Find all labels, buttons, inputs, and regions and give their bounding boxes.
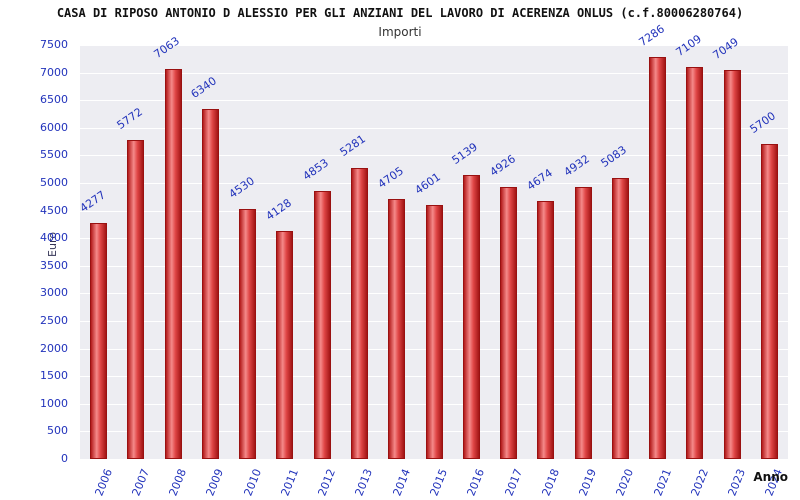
x-tick-label: 2015 [427,467,451,498]
bar-2014 [388,199,406,459]
bar-2024 [760,144,778,459]
bar-2018 [537,201,555,459]
gridline [80,127,788,129]
bar-2017 [500,187,518,459]
y-tick-label: 2000 [40,341,68,355]
x-tick-label: 2018 [539,467,562,498]
y-tick-label: 3500 [40,258,68,272]
bar-2010 [239,208,257,459]
bar-2009 [201,109,219,459]
y-tick-label: 6500 [40,93,68,107]
x-tick-label: 2020 [613,467,637,498]
y-tick-label: 1500 [40,369,68,383]
bar-2022 [686,66,704,459]
y-tick-label: 1000 [40,396,68,410]
x-tick-label: 2012 [315,467,339,498]
bar-value-label: 4674 [524,166,555,193]
x-tick-label: 2022 [688,467,711,498]
y-tick-label: 500 [47,424,68,438]
bar-value-label: 4705 [375,164,406,192]
bar-value-label: 4530 [226,174,257,201]
gridline [80,72,788,74]
bar-2013 [350,167,368,459]
bar-2007 [127,140,145,459]
x-tick-label: 2023 [725,467,749,498]
y-tick-label: 0 [61,452,68,465]
chart-title: CASA DI RIPOSO ANTONIO D ALESSIO PER GLI… [56,6,744,20]
bar-2020 [611,178,629,459]
x-axis: 2006 2007 2008 2009 2010 2011 2012 2013 2014 2015… [80,461,788,500]
x-tick-label: 2019 [576,467,600,498]
y-tick-label: 7500 [40,38,68,51]
bar-value-label: 5139 [449,140,481,168]
gridline [80,183,788,184]
bar-value-label: 7049 [710,35,742,62]
x-tick-label: 2009 [203,467,227,498]
bar-value-label: 5700 [747,109,779,137]
x-tick-label: 2007 [129,467,152,498]
y-tick-label: 2500 [40,314,68,327]
x-tick-label: 2017 [502,467,525,498]
x-tick-label: 2016 [464,467,488,498]
plot-area: 4277 5772 7063 6340 4530 4128 4853 5281 4705 4601… [77,22,788,459]
y-axis: 0 500 1000 1500 2000 2500 3000 3500 4000 4500 5000… [0,38,74,465]
y-tick-label: 4000 [40,231,68,245]
bar-value-label: 6340 [188,74,220,102]
x-axis-title: Anno [753,470,788,484]
bar-value-label: 4128 [263,196,294,224]
gridline [80,45,788,46]
y-tick-label: 7000 [40,65,68,79]
bar-2016 [462,175,480,459]
bar-2015 [425,205,443,459]
x-tick-label: 2010 [241,467,264,498]
bar-value-label: 4601 [412,170,443,198]
bar-2019 [574,186,592,459]
x-tick-label: 2021 [651,467,674,498]
bar-value-label: 4853 [300,156,332,184]
x-tick-label: 2013 [352,467,376,498]
bar-2023 [723,69,741,459]
y-tick-label: 5000 [40,176,68,189]
y-tick-label: 6000 [40,120,68,134]
bar-value-label: 5083 [598,143,630,171]
bar-2006 [90,222,108,459]
y-tick-label: 3000 [40,286,68,300]
bar-2012 [313,191,331,459]
gridline [80,100,788,102]
x-tick-label: 2014 [390,467,413,498]
bar-2021 [649,56,667,459]
x-tick-label: 2011 [278,467,301,498]
x-tick-label: 2006 [92,467,115,498]
gridline [80,155,788,157]
bar-2011 [276,231,294,459]
y-tick-label: 4500 [40,203,68,217]
y-tick-label: 5500 [40,148,68,162]
bar-2008 [164,69,182,459]
chart-subtitle: Importi [378,25,422,39]
x-tick-label: 2008 [166,467,190,498]
